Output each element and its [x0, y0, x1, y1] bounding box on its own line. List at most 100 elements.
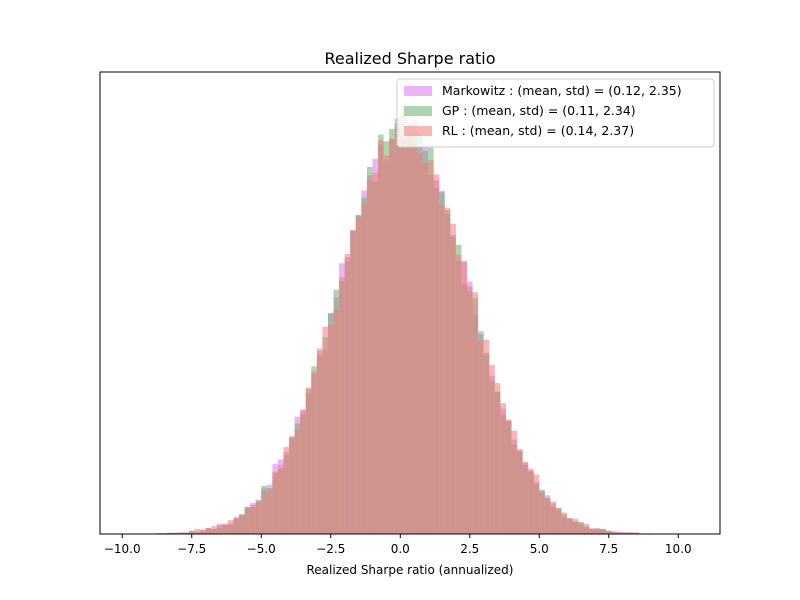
- histogram-bar: [511, 430, 518, 534]
- histogram-bar: [227, 520, 234, 534]
- histogram-bar: [250, 505, 256, 534]
- legend-frame: [396, 78, 715, 148]
- histogram-bar: [327, 324, 334, 534]
- histogram-bar: [461, 261, 467, 534]
- x-tick-label: 5.0: [530, 542, 549, 556]
- histogram-bar: [606, 530, 612, 534]
- histogram-bar: [422, 163, 429, 534]
- histogram-bar: [517, 449, 523, 534]
- histogram-bar: [578, 523, 584, 534]
- histogram-bar: [583, 523, 590, 534]
- histogram-bar: [522, 462, 529, 534]
- histogram-bar: [561, 512, 568, 534]
- histogram-bar: [172, 532, 178, 534]
- histogram-bar: [411, 143, 417, 534]
- histogram-bar: [188, 530, 195, 534]
- series-bars: [155, 127, 668, 535]
- legend-label-rl: RL : (mean, std) = (0.14, 2.37): [442, 123, 634, 138]
- histogram-bar: [333, 310, 340, 534]
- plot-frame: [99, 71, 721, 535]
- histogram-bar: [444, 207, 451, 534]
- x-tick-label: 10.0: [665, 542, 692, 556]
- histogram-bar: [239, 514, 245, 534]
- histogram-bar: [366, 179, 373, 534]
- histogram-bar: [450, 223, 456, 534]
- histogram-bar: [311, 371, 317, 534]
- histogram-bar: [628, 532, 634, 534]
- histogram-bar: [589, 528, 595, 534]
- histogram-bar: [433, 174, 440, 534]
- histogram-bar: [567, 519, 573, 534]
- histogram-bar: [216, 525, 223, 534]
- histogram-bar: [478, 340, 484, 534]
- histogram-bar: [416, 153, 423, 534]
- histogram-bar: [533, 474, 540, 534]
- histogram-bar: [400, 139, 406, 534]
- histogram-bar: [483, 339, 490, 534]
- histogram-bar: [394, 127, 401, 534]
- histogram-bar: [339, 277, 345, 534]
- histogram-bar: [439, 206, 445, 534]
- histogram-bar: [389, 139, 395, 534]
- histogram-bar: [194, 531, 201, 534]
- legend-swatch-markowitz: [404, 86, 432, 96]
- histogram-bar: [222, 523, 228, 534]
- histogram-bar: [255, 501, 262, 534]
- x-tick-label: 7.5: [599, 542, 618, 556]
- histogram-bar: [294, 429, 301, 534]
- histogram-bar: [350, 230, 356, 534]
- histogram-bar: [183, 532, 189, 534]
- chart-title: Realized Sharpe ratio: [324, 49, 495, 68]
- histogram-bar: [372, 172, 379, 535]
- histogram-bar: [283, 446, 290, 534]
- histogram-bar: [633, 532, 640, 534]
- histogram-bar: [233, 518, 240, 534]
- histogram-bar: [472, 292, 479, 534]
- histogram-bar: [622, 532, 629, 534]
- legend: Markowitz : (mean, std) = (0.12, 2.35) G…: [396, 78, 715, 148]
- histogram-bar: [539, 492, 545, 534]
- x-axis-ticks: −10.0 −7.5 −5.0 −2.5 0.0 2.5 5.0 7.5 10.0: [104, 534, 692, 556]
- histogram-bar: [611, 532, 618, 534]
- x-tick-label: −7.5: [177, 542, 206, 556]
- histogram-bar: [572, 518, 579, 534]
- histogram-bar: [467, 286, 473, 534]
- histogram-bars: [150, 115, 690, 535]
- histogram-bar: [378, 140, 384, 534]
- histogram-bar: [600, 528, 607, 534]
- histogram-bar: [500, 403, 506, 534]
- histogram-bar: [277, 465, 284, 534]
- histogram-bar: [200, 529, 206, 534]
- histogram-bar: [617, 532, 623, 534]
- histogram-bar: [355, 216, 362, 534]
- x-tick-label: 2.5: [460, 542, 479, 556]
- legend-swatch-gp: [404, 106, 432, 116]
- histogram-bar: [428, 160, 434, 535]
- histogram-bar: [322, 326, 328, 534]
- histogram-bar: [455, 254, 462, 535]
- histogram-bar: [266, 491, 273, 534]
- histogram-bar: [489, 364, 495, 534]
- histogram-bar: [211, 526, 217, 534]
- histogram-bar: [289, 436, 295, 534]
- histogram-bar: [550, 501, 556, 534]
- histogram-bar: [244, 509, 251, 534]
- histogram-bar: [405, 128, 412, 534]
- x-axis-label: Realized Sharpe ratio (annualized): [307, 563, 514, 577]
- histogram-bar: [555, 508, 562, 534]
- histogram-bar: [261, 491, 267, 534]
- histogram-bar: [505, 419, 512, 534]
- histogram-bar: [594, 528, 601, 534]
- histogram-bar: [305, 387, 312, 534]
- histogram-bar: [205, 528, 212, 534]
- histogram-bar: [177, 532, 184, 534]
- x-tick-label: −5.0: [247, 542, 276, 556]
- histogram-bar: [166, 532, 173, 534]
- x-tick-label: 0.0: [391, 542, 410, 556]
- legend-label-markowitz: Markowitz : (mean, std) = (0.12, 2.35): [442, 83, 682, 98]
- x-tick-label: −10.0: [104, 542, 141, 556]
- legend-label-gp: GP : (mean, std) = (0.11, 2.34): [442, 103, 636, 118]
- x-tick-label: −2.5: [316, 542, 345, 556]
- histogram-bar: [316, 348, 323, 534]
